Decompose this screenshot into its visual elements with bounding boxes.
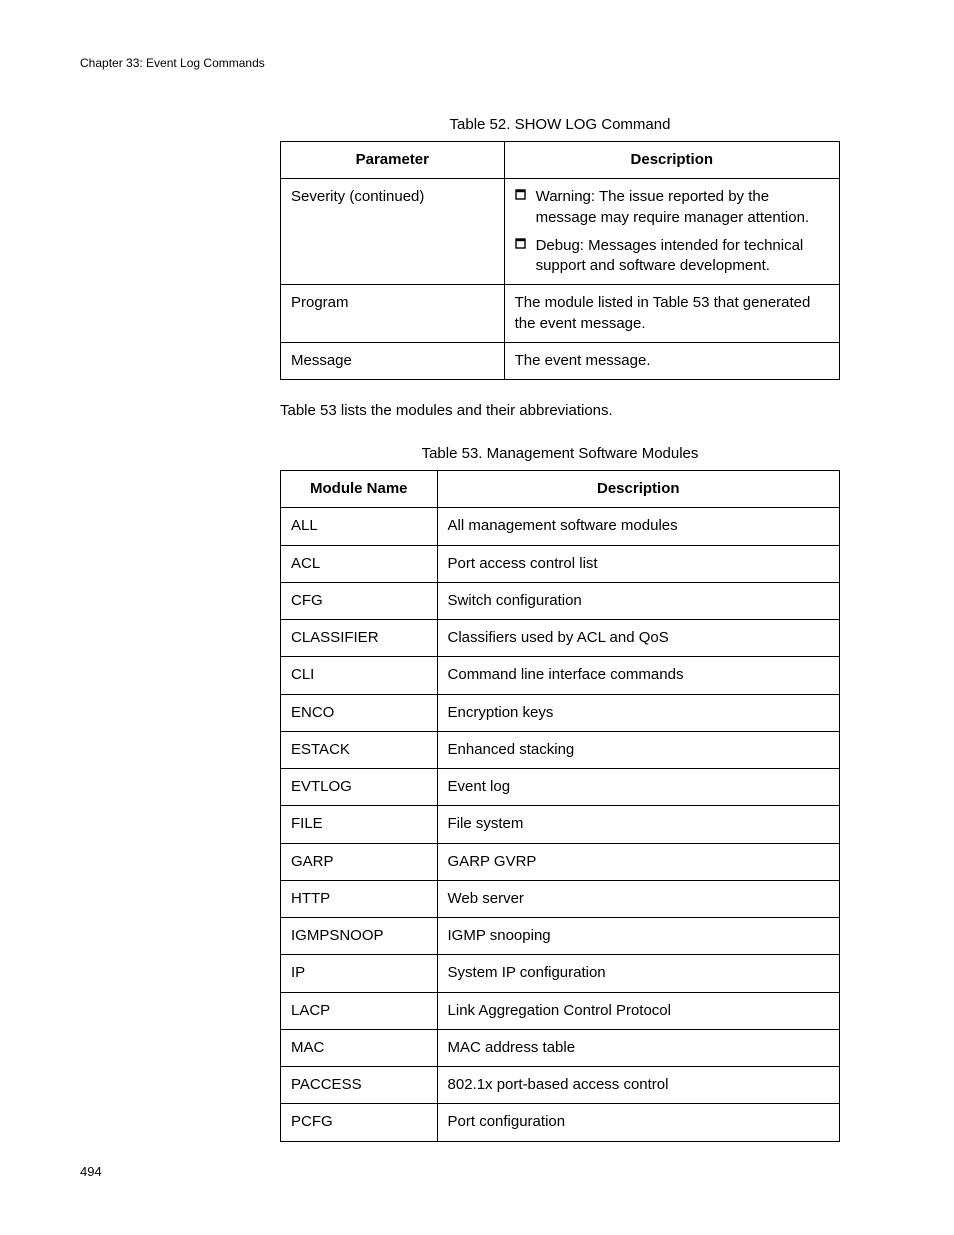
- table53-row: GARPGARP GVRP: [281, 843, 840, 880]
- table52-cell-param: Message: [281, 342, 505, 379]
- table53-cell-desc: Event log: [437, 769, 839, 806]
- table53-header-row: Module Name Description: [281, 471, 840, 508]
- table53-cell-module: CLI: [281, 657, 438, 694]
- table53-cell-module: IGMPSNOOP: [281, 918, 438, 955]
- table53-cell-desc: File system: [437, 806, 839, 843]
- table53-cell-module: MAC: [281, 1029, 438, 1066]
- table53-cell-desc: GARP GVRP: [437, 843, 839, 880]
- table52-row-message: Message The event message.: [281, 342, 840, 379]
- table52-header-row: Parameter Description: [281, 142, 840, 179]
- table53-cell-desc: All management software modules: [437, 508, 839, 545]
- table53-row: IPSystem IP configuration: [281, 955, 840, 992]
- table53-cell-desc: IGMP snooping: [437, 918, 839, 955]
- square-bullet-icon: [515, 189, 526, 200]
- table53-row: HTTPWeb server: [281, 880, 840, 917]
- table52-header-description: Description: [504, 142, 839, 179]
- table53-cell-desc: 802.1x port-based access control: [437, 1067, 839, 1104]
- table53-row: CLASSIFIERClassifiers used by ACL and Qo…: [281, 620, 840, 657]
- table53-row: CFGSwitch configuration: [281, 582, 840, 619]
- square-bullet-icon: [515, 238, 526, 249]
- table53-row: MACMAC address table: [281, 1029, 840, 1066]
- table53-cell-module: CFG: [281, 582, 438, 619]
- inter-paragraph: Table 53 lists the modules and their abb…: [280, 402, 840, 419]
- table53-cell-module: ACL: [281, 545, 438, 582]
- table53-cell-desc: Port access control list: [437, 545, 839, 582]
- table53-row: ALLAll management software modules: [281, 508, 840, 545]
- table53-cell-module: CLASSIFIER: [281, 620, 438, 657]
- table52: Parameter Description Severity (continue…: [280, 141, 840, 380]
- table53-cell-desc: Switch configuration: [437, 582, 839, 619]
- table53-cell-desc: Encryption keys: [437, 694, 839, 731]
- table53-row: ENCOEncryption keys: [281, 694, 840, 731]
- table52-cell-desc: Warning: The issue reported by the messa…: [504, 179, 839, 285]
- table53-row: ESTACKEnhanced stacking: [281, 731, 840, 768]
- table53-cell-desc: MAC address table: [437, 1029, 839, 1066]
- table52-row-program: Program The module listed in Table 53 th…: [281, 285, 840, 343]
- table52-cell-param: Severity (continued): [281, 179, 505, 285]
- table52-row-severity: Severity (continued) Warning: The issue …: [281, 179, 840, 285]
- table53-cell-module: ESTACK: [281, 731, 438, 768]
- content-area: Table 52. SHOW LOG Command Parameter Des…: [280, 116, 840, 1142]
- table53-row: EVTLOGEvent log: [281, 769, 840, 806]
- table53-cell-module: EVTLOG: [281, 769, 438, 806]
- bullet-item: Warning: The issue reported by the messa…: [515, 187, 829, 228]
- table53-cell-module: PCFG: [281, 1104, 438, 1141]
- table52-caption: Table 52. SHOW LOG Command: [280, 116, 840, 133]
- table53-cell-module: FILE: [281, 806, 438, 843]
- table53-row: ACLPort access control list: [281, 545, 840, 582]
- table53-cell-desc: Command line interface commands: [437, 657, 839, 694]
- table53-cell-module: GARP: [281, 843, 438, 880]
- page-number: 494: [80, 1164, 102, 1179]
- table53-cell-desc: Enhanced stacking: [437, 731, 839, 768]
- table53-cell-module: PACCESS: [281, 1067, 438, 1104]
- table53-cell-module: HTTP: [281, 880, 438, 917]
- table53-row: CLICommand line interface commands: [281, 657, 840, 694]
- table52-cell-desc: The module listed in Table 53 that gener…: [504, 285, 839, 343]
- table53-cell-module: ENCO: [281, 694, 438, 731]
- bullet-item: Debug: Messages intended for technical s…: [515, 236, 829, 277]
- table53-row: IGMPSNOOPIGMP snooping: [281, 918, 840, 955]
- table53-cell-desc: Link Aggregation Control Protocol: [437, 992, 839, 1029]
- table53-cell-desc: Port configuration: [437, 1104, 839, 1141]
- page: Chapter 33: Event Log Commands Table 52.…: [0, 0, 954, 1235]
- table53: Module Name Description ALLAll managemen…: [280, 470, 840, 1142]
- chapter-header: Chapter 33: Event Log Commands: [80, 56, 874, 70]
- table53-cell-module: ALL: [281, 508, 438, 545]
- table53-cell-desc: System IP configuration: [437, 955, 839, 992]
- table53-row: FILEFile system: [281, 806, 840, 843]
- table53-cell-module: LACP: [281, 992, 438, 1029]
- table53-cell-desc: Classifiers used by ACL and QoS: [437, 620, 839, 657]
- table53-cell-desc: Web server: [437, 880, 839, 917]
- table53-row: PACCESS802.1x port-based access control: [281, 1067, 840, 1104]
- table53-header-module: Module Name: [281, 471, 438, 508]
- table52-header-parameter: Parameter: [281, 142, 505, 179]
- bullet-text: Debug: Messages intended for technical s…: [536, 236, 829, 277]
- table53-caption: Table 53. Management Software Modules: [280, 445, 840, 462]
- table53-row: LACPLink Aggregation Control Protocol: [281, 992, 840, 1029]
- table53-cell-module: IP: [281, 955, 438, 992]
- table53-row: PCFGPort configuration: [281, 1104, 840, 1141]
- bullet-text: Warning: The issue reported by the messa…: [536, 187, 829, 228]
- table52-cell-desc: The event message.: [504, 342, 839, 379]
- table53-header-description: Description: [437, 471, 839, 508]
- table52-cell-param: Program: [281, 285, 505, 343]
